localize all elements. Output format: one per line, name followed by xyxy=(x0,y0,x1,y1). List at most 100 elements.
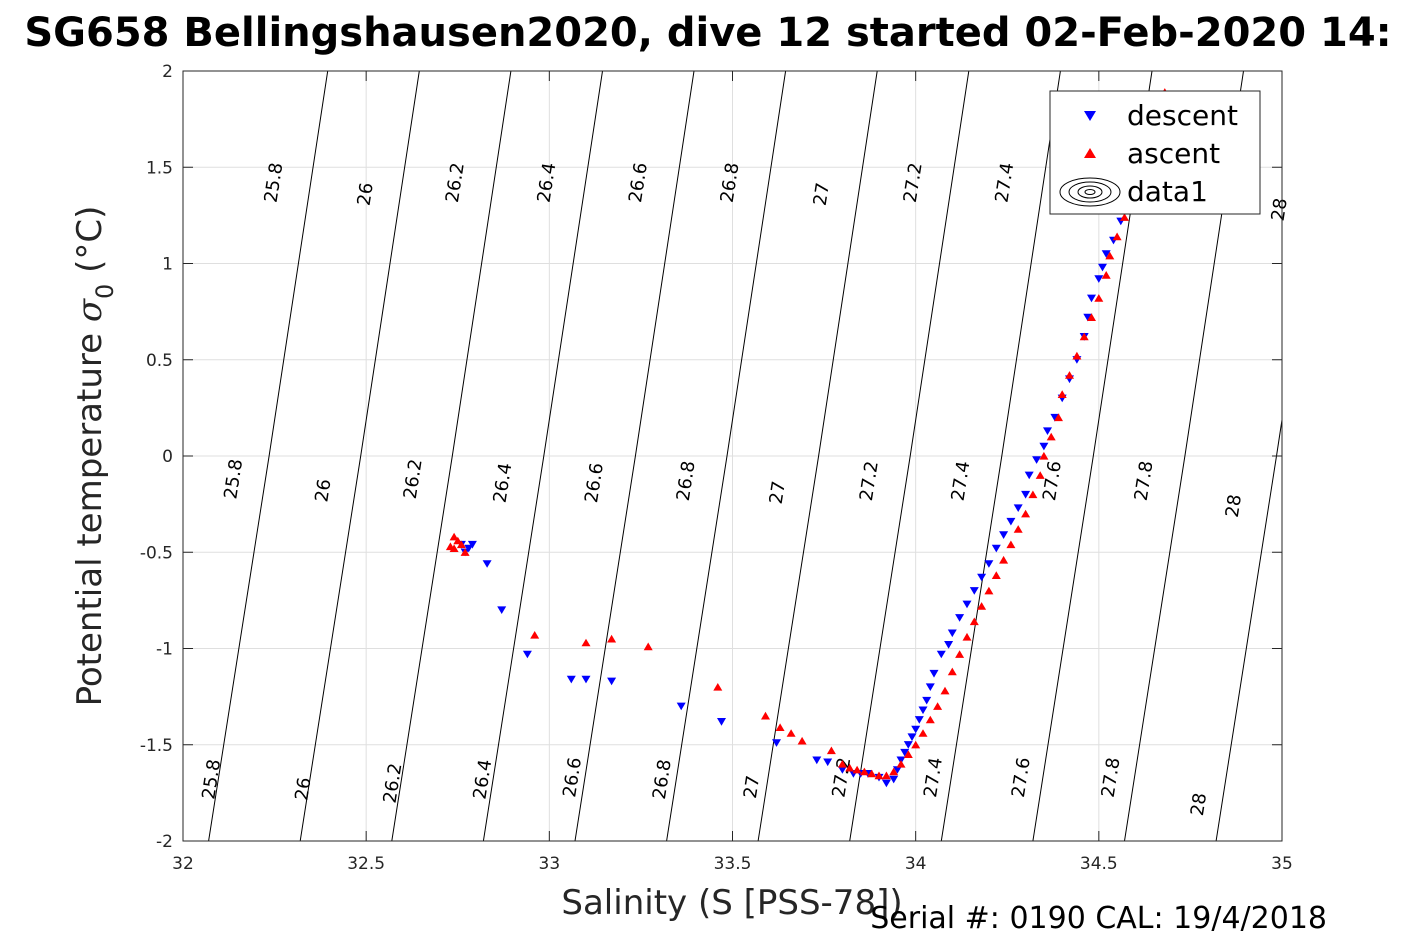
descent-point xyxy=(1021,490,1031,499)
ascent-point xyxy=(1039,451,1049,460)
legend-data1-contour-icon xyxy=(1059,177,1121,207)
ascent-point xyxy=(786,729,796,737)
descent-point xyxy=(497,606,507,614)
descent-point xyxy=(999,531,1009,539)
y-axis-ticks: -2 -1.5 -1 -0.5 0 0.5 1 1.5 2 xyxy=(140,62,1282,852)
ascent-point xyxy=(1057,390,1067,398)
ascent-point xyxy=(1112,232,1122,241)
contour-label: 27 xyxy=(766,480,790,506)
ascent-point xyxy=(445,542,455,551)
descent-point xyxy=(907,733,917,742)
descent-point xyxy=(607,677,617,686)
legend-ascent-label: ascent xyxy=(1127,137,1220,170)
descent-point xyxy=(929,669,939,678)
descent-point xyxy=(1094,275,1104,283)
y-tick-label: 2 xyxy=(162,62,173,82)
sigma-contour-27.2 xyxy=(849,71,970,841)
descent-point xyxy=(881,779,891,788)
y-axis-label-unit: (°C) xyxy=(70,206,110,284)
contour-label: 27 xyxy=(810,181,834,207)
ascent-point xyxy=(1028,490,1038,499)
ascent-point xyxy=(530,631,540,639)
ascent-point xyxy=(1105,251,1115,260)
descent-point xyxy=(1013,504,1023,512)
descent-point xyxy=(984,560,994,568)
descent-point xyxy=(581,675,591,684)
descent-point xyxy=(467,540,477,549)
sigma-contour-26.4 xyxy=(482,71,603,841)
contour-label: 26 xyxy=(354,181,378,207)
descent-point xyxy=(962,600,972,609)
y-axis-label-main: Potential temperature xyxy=(70,322,110,706)
ascent-point xyxy=(797,736,807,745)
ascent-point xyxy=(933,702,943,710)
ascent-point xyxy=(460,548,470,556)
legend-data1-label: data1 xyxy=(1127,175,1208,208)
descent-point xyxy=(1098,263,1107,272)
descent-point xyxy=(1083,313,1093,322)
y-tick-label: -1.5 xyxy=(140,736,173,756)
descent-point xyxy=(914,716,924,724)
descent-point xyxy=(566,675,576,684)
x-tick-label: 33 xyxy=(539,854,561,874)
serial-cal-footer: Serial #: 0190 CAL: 19/4/2018 xyxy=(870,901,1327,936)
ascent-point xyxy=(896,760,906,768)
density-contours xyxy=(208,71,1282,841)
legend-ascent-marker xyxy=(1084,148,1096,158)
descent-point xyxy=(823,758,833,767)
x-axis-ticks: 32 32.5 33 33.5 34 34.5 35 xyxy=(172,71,1293,874)
ascent-point xyxy=(969,617,979,626)
descent-point xyxy=(922,696,932,705)
ascent-point xyxy=(1087,313,1096,321)
x-tick-label: 35 xyxy=(1271,854,1293,874)
descent-point xyxy=(1024,471,1034,480)
legend-descent-label: descent xyxy=(1127,99,1238,132)
y-axis-label: Potential temperature σ0 (°C) xyxy=(70,206,119,707)
ascent-point xyxy=(837,760,847,768)
ascent-point xyxy=(977,602,987,610)
sigma-contour-26 xyxy=(299,71,420,841)
ascent-point xyxy=(1101,271,1111,279)
ascent-point xyxy=(1065,371,1074,379)
ascent-point xyxy=(761,711,770,720)
descent-point xyxy=(925,683,935,691)
descent-point xyxy=(955,614,965,622)
ascent-point xyxy=(962,632,972,641)
descent-point xyxy=(977,573,987,582)
contour-label: 26 xyxy=(291,776,315,802)
x-tick-label: 34 xyxy=(905,854,927,874)
ascent-point xyxy=(903,750,913,758)
descent-point xyxy=(1006,517,1016,526)
ascent-point xyxy=(1072,351,1082,360)
y-tick-label: -2 xyxy=(156,832,173,852)
sigma-contour-26.8 xyxy=(666,71,787,841)
ascent-point xyxy=(845,763,855,772)
ascent-point xyxy=(911,740,921,749)
descent-point xyxy=(482,560,492,568)
x-tick-label: 32 xyxy=(172,854,194,874)
descent-point xyxy=(812,756,822,765)
descent-point xyxy=(889,775,899,784)
descent-point xyxy=(918,706,928,715)
legend-descent-marker xyxy=(1084,111,1096,121)
descent-point xyxy=(947,629,957,638)
ascent-point xyxy=(1079,332,1089,341)
sigma-contour-27 xyxy=(757,71,878,841)
descent-point xyxy=(903,741,913,749)
ascent-point xyxy=(453,536,463,545)
contour-label: 28 xyxy=(1222,493,1246,519)
descent-point xyxy=(911,725,921,734)
descent-point xyxy=(1087,294,1096,303)
ascent-point xyxy=(881,771,891,780)
sigma-contour-27.4 xyxy=(940,71,1061,841)
x-tick-label: 32.5 xyxy=(347,854,385,874)
ascent-point xyxy=(713,683,723,691)
y-tick-label: -0.5 xyxy=(140,543,173,563)
y-tick-label: 0.5 xyxy=(146,351,173,371)
descent-point xyxy=(892,766,902,774)
y-axis-label-subscript: 0 xyxy=(91,284,119,299)
ascent-point xyxy=(1120,213,1129,221)
sigma-contour-25.8 xyxy=(208,71,329,841)
descent-point xyxy=(522,650,532,659)
y-tick-label: 1.5 xyxy=(146,158,173,178)
